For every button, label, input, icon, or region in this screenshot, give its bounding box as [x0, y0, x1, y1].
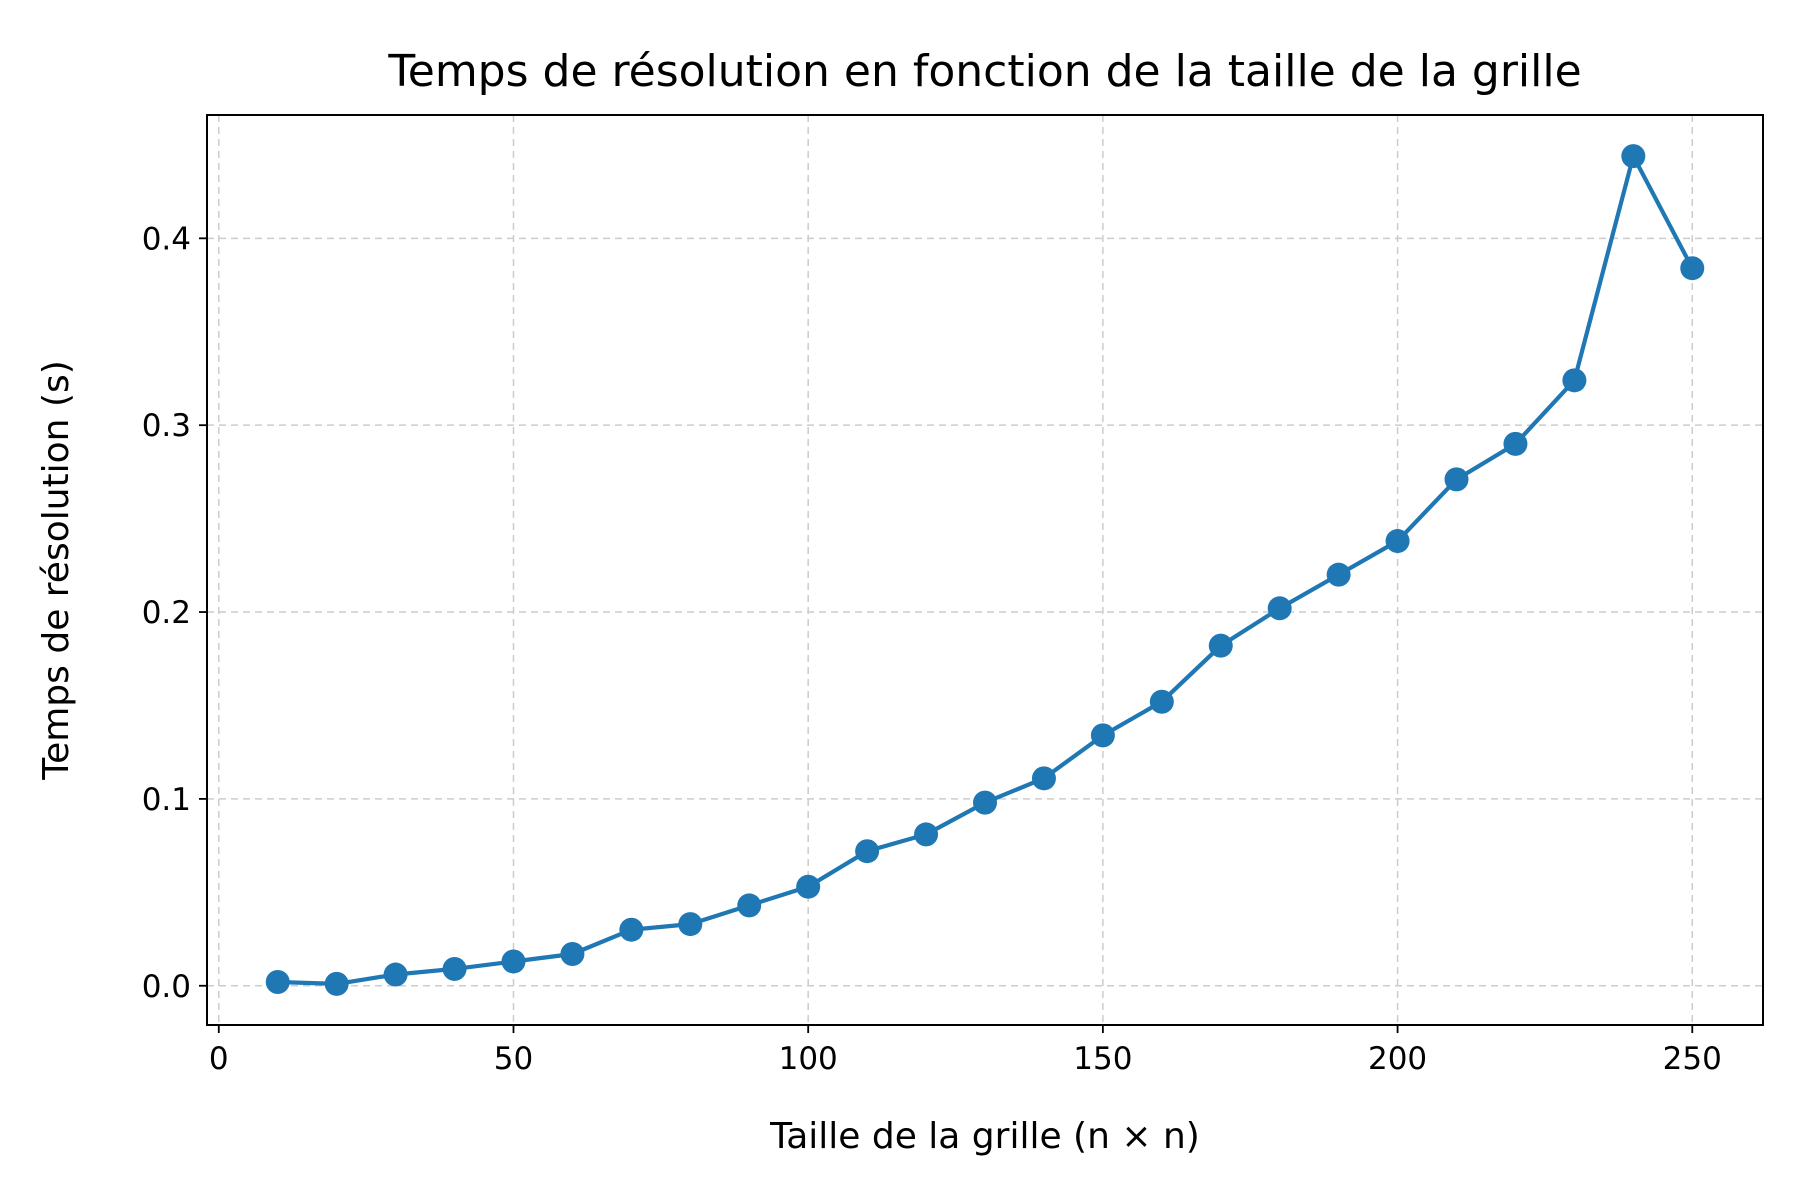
data-point: [1208, 633, 1233, 658]
x-tick-label: 0: [209, 1041, 229, 1077]
data-point: [1385, 529, 1410, 554]
data-point: [973, 790, 997, 815]
y-tick-label: 0.4: [142, 221, 191, 257]
grid-lines: [207, 115, 1763, 1025]
series-layer: [265, 144, 1705, 996]
x-tick-label: 100: [779, 1041, 838, 1077]
data-point: [560, 941, 585, 966]
data-point: [855, 839, 880, 864]
data-point: [1267, 596, 1292, 621]
y-tick-label: 0.3: [142, 408, 191, 444]
chart-title: Temps de résolution en fonction de la ta…: [387, 46, 1581, 97]
data-point: [1326, 562, 1351, 587]
data-point: [1680, 256, 1705, 281]
axis-ticks: 0 50 100 150 200 250 0.0 0.1 0.2 0.3 0.4: [142, 221, 1722, 1077]
x-tick-label: 150: [1073, 1041, 1132, 1077]
data-point: [1444, 467, 1469, 492]
data-point: [1621, 144, 1646, 169]
series-line: [277, 154, 1695, 987]
data-point: [1503, 431, 1528, 456]
data-point: [324, 971, 349, 996]
x-axis-label: Taille de la grille (n × n): [769, 1116, 1200, 1157]
data-point: [914, 822, 939, 847]
x-tick-label: 250: [1663, 1041, 1722, 1077]
plot-frame: [206, 114, 1764, 1026]
data-point: [796, 874, 821, 899]
data-point: [1149, 689, 1174, 714]
data-point: [737, 893, 762, 918]
data-point: [1090, 723, 1115, 748]
data-point: [442, 956, 467, 981]
y-tick-label: 0.1: [142, 782, 191, 818]
data-point: [1031, 766, 1056, 791]
data-point: [383, 962, 408, 987]
y-axis-label: Temps de résolution (s): [36, 360, 77, 781]
x-tick-label: 50: [494, 1041, 533, 1077]
x-tick-label: 200: [1368, 1041, 1427, 1077]
data-point: [1562, 368, 1587, 393]
data-point: [619, 917, 644, 942]
data-point: [678, 912, 703, 937]
data-point: [501, 949, 526, 974]
y-tick-label: 0.0: [142, 969, 191, 1005]
y-tick-label: 0.2: [142, 595, 191, 631]
data-point: [265, 970, 290, 995]
